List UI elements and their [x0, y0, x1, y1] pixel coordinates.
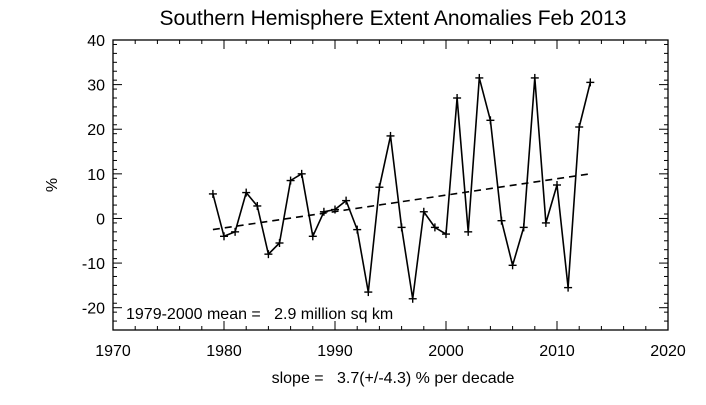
data-point	[342, 196, 351, 205]
data-point	[453, 94, 462, 102]
data-point	[497, 216, 506, 225]
plot-frame	[112, 39, 669, 331]
data-point	[375, 183, 384, 192]
y-tick-label: -20	[82, 301, 105, 318]
mean-annotation: 1979-2000 mean = 2.9 million sq km	[126, 306, 393, 323]
data-point	[275, 239, 284, 247]
y-axis-ticks: -20 -10 0 10 20 30 40	[82, 33, 668, 331]
x-axis-label: slope = 3.7(+/-4.3) % per decade	[272, 370, 515, 387]
data-point	[231, 227, 240, 236]
data-point	[242, 188, 251, 197]
data-point	[530, 73, 539, 82]
data-point	[508, 261, 517, 270]
data-point	[541, 218, 550, 227]
y-tick-label: 40	[87, 33, 105, 50]
chart-title: Southern Hemisphere Extent Anomalies Feb…	[160, 7, 627, 30]
x-tick-label: 1980	[206, 343, 242, 360]
x-tick-label: 2010	[539, 343, 575, 360]
data-point	[220, 232, 228, 241]
data-point	[297, 169, 306, 178]
data-point	[208, 189, 217, 198]
data-point	[430, 223, 439, 232]
y-tick-label: 10	[87, 167, 105, 184]
data-point	[553, 181, 561, 189]
data-point	[353, 225, 362, 234]
data-point	[308, 232, 317, 241]
y-tick-label: 30	[87, 78, 105, 95]
y-tick-label: 20	[87, 122, 105, 139]
data-point	[486, 116, 495, 125]
data-point	[564, 283, 573, 292]
data-point	[386, 131, 395, 140]
data-point	[586, 78, 595, 87]
data-point	[419, 207, 428, 216]
x-tick-label: 1970	[95, 343, 131, 360]
y-tick-label: -10	[82, 256, 105, 273]
x-tick-label: 1990	[317, 343, 353, 360]
data-point	[319, 207, 328, 216]
y-tick-label: 0	[96, 211, 105, 228]
trend-line	[212, 173, 591, 231]
data-point	[475, 73, 484, 82]
data-point	[408, 294, 417, 303]
data-point	[364, 288, 373, 297]
x-tick-label: 2020	[650, 343, 686, 360]
data-point	[264, 250, 273, 259]
series-layer	[208, 73, 595, 303]
data-point	[519, 223, 528, 232]
x-tick-label: 2000	[428, 343, 464, 360]
anomaly-series-line	[212, 77, 592, 300]
data-point	[253, 201, 262, 210]
data-point	[464, 227, 473, 236]
data-point	[575, 123, 584, 131]
data-point	[397, 223, 406, 232]
x-axis-ticks: 1970 1980 1990 2000 2010 2020	[95, 40, 686, 360]
data-point	[286, 176, 295, 185]
y-axis-label: %	[44, 178, 61, 192]
data-point	[442, 230, 450, 239]
